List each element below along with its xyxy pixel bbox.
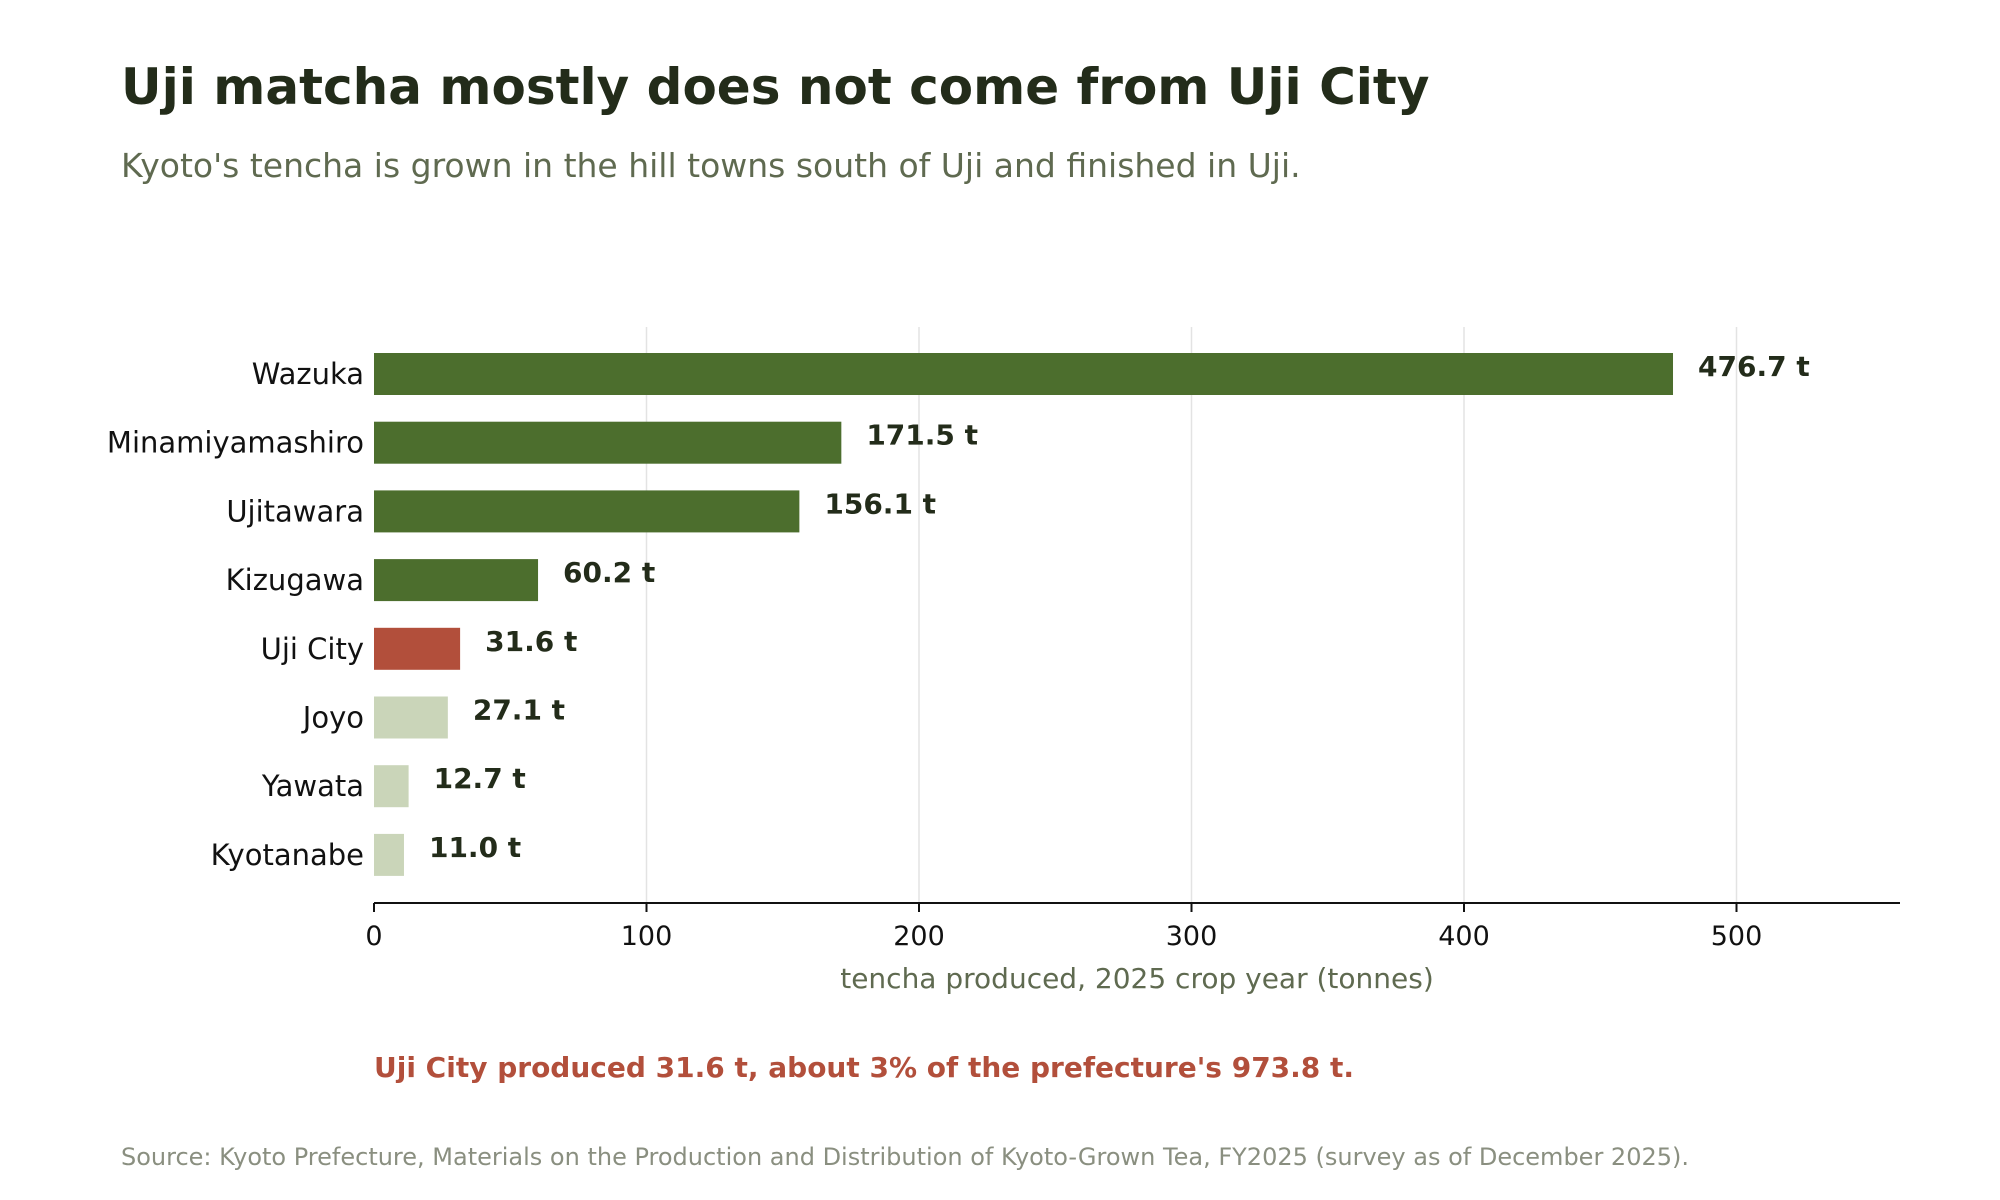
bar-kizugawa xyxy=(374,559,539,602)
chart-subtitle: Kyoto's tencha is grown in the hill town… xyxy=(121,146,1301,185)
value-label: 11.0 t xyxy=(429,831,521,864)
chart-title: Uji matcha mostly does not come from Uji… xyxy=(121,58,1430,116)
category-label: Yawata xyxy=(261,769,364,803)
category-label: Uji City xyxy=(261,632,364,666)
x-tick-label: 300 xyxy=(1166,921,1218,952)
bar-uji-city xyxy=(374,627,461,670)
bar-kyotanabe xyxy=(374,833,404,876)
category-label: Kyotanabe xyxy=(211,838,364,872)
category-label: Joyo xyxy=(301,701,364,735)
value-label: 171.5 t xyxy=(866,419,978,452)
value-label: 27.1 t xyxy=(473,694,565,727)
value-label: 12.7 t xyxy=(434,762,526,795)
bar-ujitawara xyxy=(374,490,800,533)
gridlines xyxy=(645,327,1738,903)
value-label: 476.7 t xyxy=(1698,350,1810,383)
category-label: Kizugawa xyxy=(226,563,364,597)
value-label: 156.1 t xyxy=(824,487,936,520)
source-note: Source: Kyoto Prefecture, Materials on t… xyxy=(121,1143,1690,1171)
category-label: Wazuka xyxy=(252,357,364,391)
bar-yawata xyxy=(374,765,409,808)
x-tick-label: 0 xyxy=(365,921,382,952)
bar-wazuka xyxy=(374,353,1674,395)
bar-joyo xyxy=(374,696,448,739)
x-tick-label: 200 xyxy=(893,921,945,952)
bar-minamiyamashiro xyxy=(374,421,842,464)
value-label: 60.2 t xyxy=(563,556,655,589)
x-tick-label: 500 xyxy=(1711,921,1763,952)
x-tick-label: 400 xyxy=(1438,921,1490,952)
value-label: 31.6 t xyxy=(485,625,577,658)
bar-labels: Wazuka 476.7 t Minamiyamashiro 171.5 t Ujita… xyxy=(107,350,1810,872)
x-axis: 0 100 200 300 400 500 xyxy=(365,902,1900,952)
category-label: Ujitawara xyxy=(226,494,364,528)
x-tick-label: 100 xyxy=(621,921,673,952)
bars xyxy=(374,353,1674,876)
x-axis-title: tencha produced, 2025 crop year (tonnes) xyxy=(840,962,1434,995)
uji-city-callout: Uji City produced 31.6 t, about 3% of th… xyxy=(374,1051,1355,1084)
category-label: Minamiyamashiro xyxy=(107,426,364,460)
